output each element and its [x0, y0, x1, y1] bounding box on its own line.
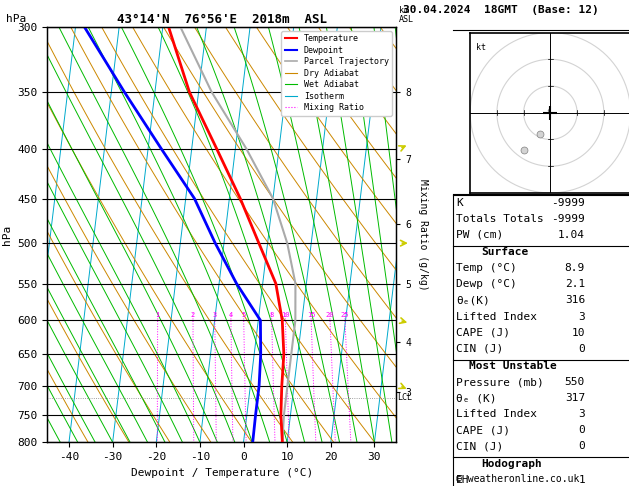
- Text: 25: 25: [341, 312, 349, 318]
- Text: 2: 2: [191, 312, 195, 318]
- Text: 1: 1: [578, 475, 585, 485]
- Text: 1.04: 1.04: [558, 230, 585, 240]
- Text: Hodograph: Hodograph: [481, 459, 542, 469]
- Text: LCL: LCL: [398, 393, 413, 402]
- Text: Most Unstable: Most Unstable: [469, 361, 557, 371]
- Y-axis label: Mixing Ratio (g/kg): Mixing Ratio (g/kg): [418, 179, 428, 290]
- Text: 3: 3: [578, 312, 585, 322]
- Text: km
ASL: km ASL: [399, 6, 414, 24]
- Text: CAPE (J): CAPE (J): [456, 425, 510, 435]
- Text: CAPE (J): CAPE (J): [456, 328, 510, 338]
- Text: CIN (J): CIN (J): [456, 344, 503, 354]
- Text: θₑ (K): θₑ (K): [456, 393, 496, 403]
- Text: 0: 0: [578, 425, 585, 435]
- Text: Pressure (mb): Pressure (mb): [456, 377, 544, 387]
- Text: 8.9: 8.9: [565, 263, 585, 274]
- X-axis label: Dewpoint / Temperature (°C): Dewpoint / Temperature (°C): [131, 468, 313, 478]
- Text: -9999: -9999: [551, 198, 585, 208]
- Text: 5: 5: [242, 312, 246, 318]
- Text: Lifted Index: Lifted Index: [456, 312, 537, 322]
- Text: © weatheronline.co.uk: © weatheronline.co.uk: [456, 473, 579, 484]
- Text: 550: 550: [565, 377, 585, 387]
- Text: 4: 4: [229, 312, 233, 318]
- Text: 2.1: 2.1: [565, 279, 585, 290]
- Text: K: K: [456, 198, 463, 208]
- Text: Surface: Surface: [481, 247, 528, 258]
- Text: 20: 20: [326, 312, 334, 318]
- Text: -9999: -9999: [551, 214, 585, 224]
- Text: Lifted Index: Lifted Index: [456, 409, 537, 419]
- Text: Temp (°C): Temp (°C): [456, 263, 517, 274]
- Y-axis label: hPa: hPa: [2, 225, 12, 244]
- Text: kt: kt: [476, 43, 486, 52]
- Text: 316: 316: [565, 295, 585, 306]
- Title: 43°14'N  76°56'E  2018m  ASL: 43°14'N 76°56'E 2018m ASL: [117, 13, 326, 26]
- Text: Dewp (°C): Dewp (°C): [456, 279, 517, 290]
- Text: 15: 15: [307, 312, 315, 318]
- Text: EH: EH: [456, 475, 469, 485]
- Legend: Temperature, Dewpoint, Parcel Trajectory, Dry Adiabat, Wet Adiabat, Isotherm, Mi: Temperature, Dewpoint, Parcel Trajectory…: [281, 31, 392, 116]
- Text: 0: 0: [578, 344, 585, 354]
- Text: 3: 3: [213, 312, 217, 318]
- Text: Totals Totals: Totals Totals: [456, 214, 544, 224]
- Text: hPa: hPa: [6, 14, 26, 24]
- Text: PW (cm): PW (cm): [456, 230, 503, 240]
- Text: 10: 10: [572, 328, 585, 338]
- Text: θₑ(K): θₑ(K): [456, 295, 490, 306]
- Text: 10: 10: [281, 312, 289, 318]
- Text: 3: 3: [578, 409, 585, 419]
- Text: 30.04.2024  18GMT  (Base: 12): 30.04.2024 18GMT (Base: 12): [403, 4, 598, 15]
- Text: 1: 1: [155, 312, 160, 318]
- Text: 8: 8: [269, 312, 274, 318]
- Text: 0: 0: [578, 441, 585, 451]
- Text: 317: 317: [565, 393, 585, 403]
- Text: CIN (J): CIN (J): [456, 441, 503, 451]
